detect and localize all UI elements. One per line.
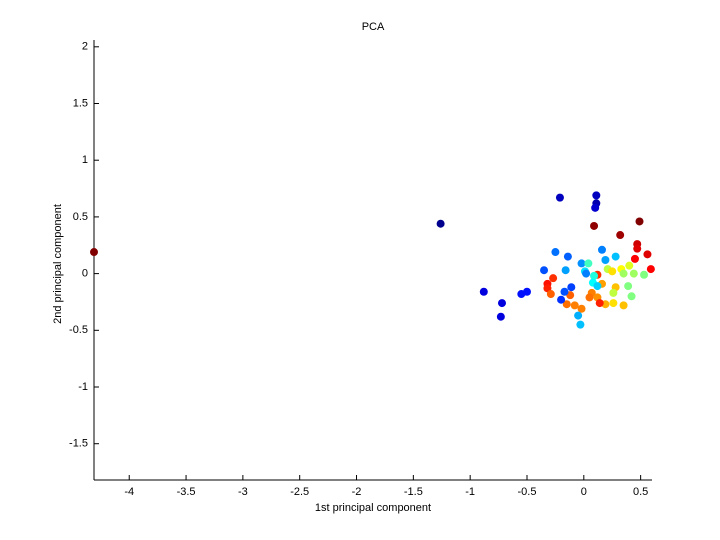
point [551,248,560,257]
point [90,248,98,257]
point [624,282,633,291]
point [590,221,599,230]
point [629,269,638,278]
point [574,311,583,320]
y-tick-label: -0.5 [69,324,88,336]
point [563,252,572,261]
y-tick-label: 0.5 [73,211,88,223]
y-tick-label: 1.5 [73,97,88,109]
x-axis-label: 1st principal component [315,502,431,514]
point [522,287,531,296]
point [630,254,639,263]
point [643,250,652,259]
point [585,293,594,302]
point [608,267,617,276]
point [616,231,625,240]
point [540,266,549,275]
point [627,292,636,301]
point [611,252,620,261]
point [560,287,569,296]
point [609,288,618,297]
chart-title: PCA [362,21,385,33]
y-axis-label: 2nd principal component [52,204,64,324]
point [625,261,634,270]
y-tick-label: 1 [82,154,88,166]
point [479,287,488,296]
point [577,304,586,313]
point [561,266,570,275]
point [593,282,602,291]
point [496,312,505,321]
point [646,265,655,274]
x-tick-label: -3 [238,486,248,498]
point [555,193,564,202]
point [601,256,610,264]
point [557,295,566,304]
point [576,320,585,329]
point [590,271,599,280]
point [640,270,649,279]
point [582,269,591,278]
y-tick-label: -1.5 [69,438,88,450]
point [584,259,593,268]
x-tick-label: 0.5 [633,486,648,498]
point [570,301,579,310]
point [591,203,600,212]
x-tick-label: -4 [124,486,134,498]
point [546,290,555,299]
x-tick-label: -1.5 [404,486,423,498]
point [633,244,642,253]
x-tick-label: -2 [352,486,362,498]
x-tick-label: -3.5 [177,486,196,498]
y-tick-label: -1 [78,381,88,393]
point [497,299,506,308]
point [592,191,601,200]
point [619,301,628,310]
x-tick-label: 0 [581,486,587,498]
point [577,259,586,268]
x-tick-label: -2.5 [290,486,309,498]
point [436,219,445,228]
y-tick-label: 0 [82,268,88,280]
point [567,283,576,292]
x-tick-label: -0.5 [518,486,537,498]
point [562,300,571,309]
point [595,299,604,308]
point [597,245,606,254]
point [549,274,558,283]
point [635,217,644,226]
point [609,299,618,308]
point [619,269,628,278]
y-tick-label: 2 [82,41,88,53]
x-tick-label: -1 [465,486,475,498]
